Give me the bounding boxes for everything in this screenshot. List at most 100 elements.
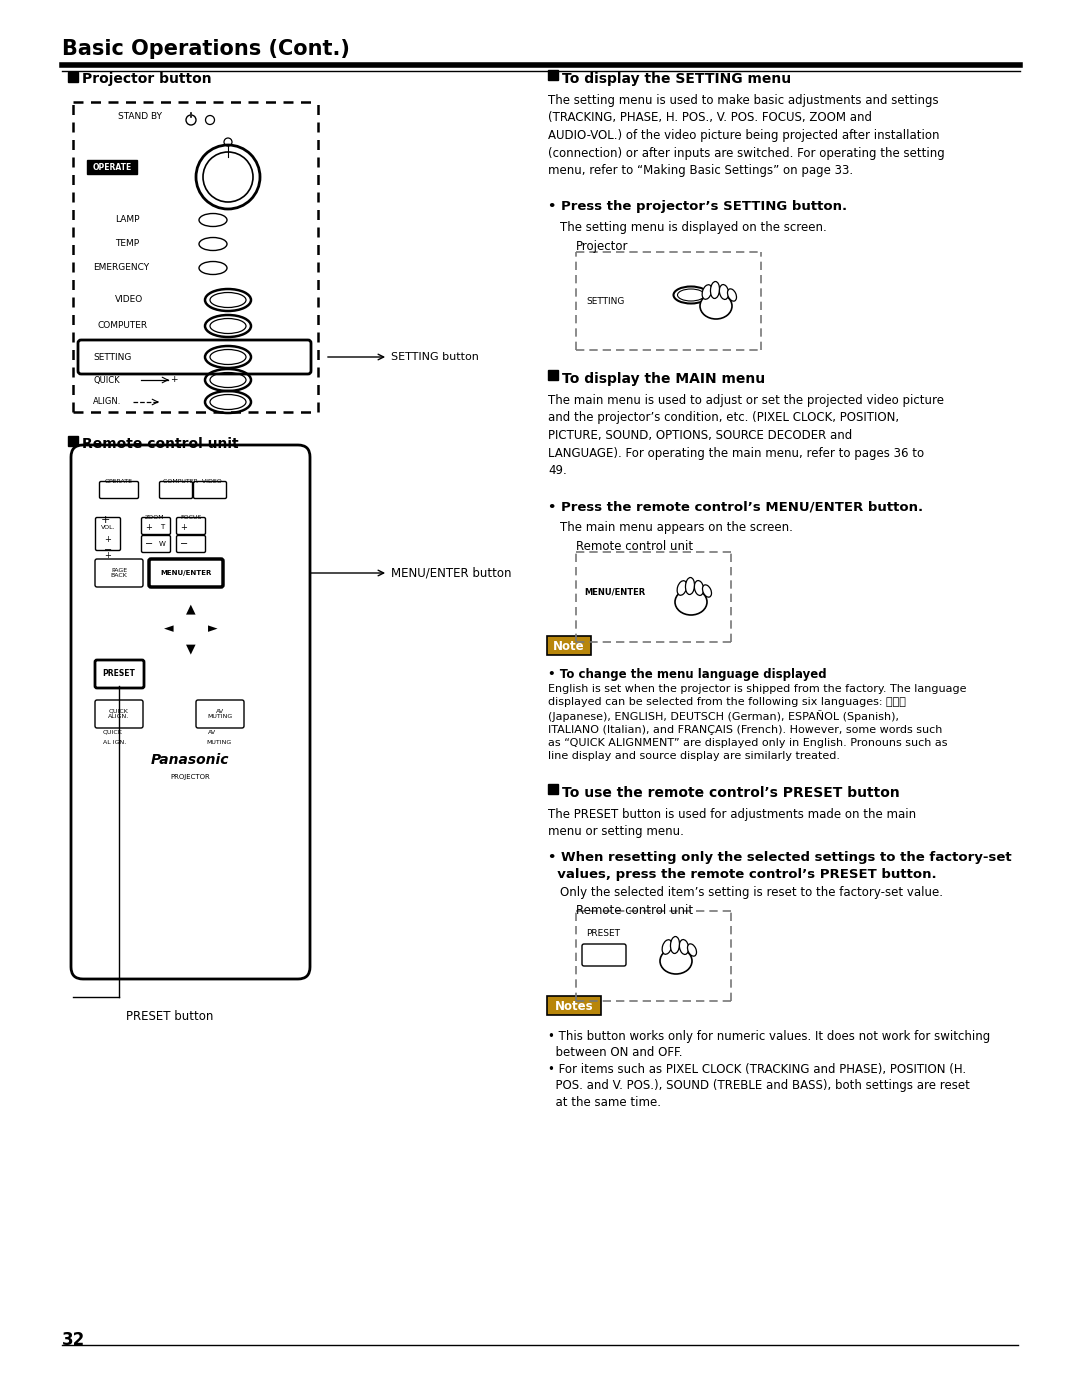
FancyBboxPatch shape <box>95 517 121 550</box>
Text: ►: ► <box>208 623 218 636</box>
Bar <box>87 161 137 175</box>
FancyBboxPatch shape <box>78 339 311 374</box>
Text: +: + <box>146 522 152 531</box>
Text: SETTING: SETTING <box>93 352 132 362</box>
FancyBboxPatch shape <box>95 559 143 587</box>
Text: The PRESET button is used for adjustments made on the main
menu or setting menu.: The PRESET button is used for adjustment… <box>548 807 916 838</box>
Text: QUICK: QUICK <box>103 731 123 735</box>
Text: FOCUS: FOCUS <box>180 515 201 520</box>
Text: Panasonic: Panasonic <box>151 753 229 767</box>
Bar <box>548 784 558 793</box>
Text: MENU/ENTER button: MENU/ENTER button <box>391 567 512 580</box>
Ellipse shape <box>719 285 729 299</box>
FancyBboxPatch shape <box>95 700 143 728</box>
Text: The setting menu is displayed on the screen.: The setting menu is displayed on the scr… <box>561 221 827 235</box>
FancyBboxPatch shape <box>160 482 192 499</box>
Text: Projector: Projector <box>576 240 629 253</box>
Text: QUICK
ALIGN.: QUICK ALIGN. <box>108 708 130 719</box>
Text: PROJECTOR: PROJECTOR <box>171 774 210 780</box>
FancyBboxPatch shape <box>99 482 138 499</box>
Text: PRESET button: PRESET button <box>126 1010 214 1023</box>
FancyBboxPatch shape <box>95 659 144 687</box>
Text: Remote control unit: Remote control unit <box>82 437 239 451</box>
Text: Note: Note <box>553 640 584 652</box>
FancyBboxPatch shape <box>193 482 227 499</box>
Text: AV: AV <box>208 731 216 735</box>
Text: COMPUTER: COMPUTER <box>98 321 148 331</box>
Bar <box>68 436 78 446</box>
Text: AL IGN.: AL IGN. <box>103 740 126 745</box>
Text: • Press the projector’s SETTING button.: • Press the projector’s SETTING button. <box>548 200 847 212</box>
Text: The main menu appears on the screen.: The main menu appears on the screen. <box>561 521 793 534</box>
FancyBboxPatch shape <box>546 636 591 655</box>
Text: MUTING: MUTING <box>206 740 231 745</box>
Text: Basic Operations (Cont.): Basic Operations (Cont.) <box>62 39 350 59</box>
Text: +: + <box>105 550 111 560</box>
Text: T: T <box>160 524 164 529</box>
Text: SETTING button: SETTING button <box>391 352 478 362</box>
Text: To display the MAIN menu: To display the MAIN menu <box>562 372 765 386</box>
Text: VIDEO: VIDEO <box>114 296 144 305</box>
Ellipse shape <box>711 282 719 299</box>
Ellipse shape <box>660 949 692 974</box>
Text: • When resetting only the selected settings to the factory-set: • When resetting only the selected setti… <box>548 851 1012 863</box>
FancyBboxPatch shape <box>176 535 205 552</box>
FancyBboxPatch shape <box>582 944 626 965</box>
Text: ▲: ▲ <box>186 602 195 616</box>
Ellipse shape <box>686 577 694 595</box>
Text: ZOOM: ZOOM <box>145 515 164 520</box>
Text: +: + <box>170 376 177 384</box>
Text: PAGE
BACK: PAGE BACK <box>110 567 127 578</box>
Bar <box>68 73 78 82</box>
Text: Remote control unit: Remote control unit <box>576 541 693 553</box>
Ellipse shape <box>694 581 703 595</box>
Text: ALIGN.: ALIGN. <box>93 398 121 407</box>
FancyBboxPatch shape <box>141 535 171 552</box>
Text: The main menu is used to adjust or set the projected video picture
and the proje: The main menu is used to adjust or set t… <box>548 394 944 476</box>
Text: COMPUTER  VIDEO: COMPUTER VIDEO <box>163 479 221 483</box>
Text: EMERGENCY: EMERGENCY <box>93 264 149 272</box>
Text: VOL.: VOL. <box>102 525 116 529</box>
Text: To use the remote control’s PRESET button: To use the remote control’s PRESET butto… <box>562 787 900 800</box>
Text: OPERATE: OPERATE <box>105 479 133 483</box>
Text: QUICK: QUICK <box>93 376 120 384</box>
Text: STAND BY: STAND BY <box>118 112 162 122</box>
Ellipse shape <box>700 293 732 319</box>
FancyBboxPatch shape <box>141 517 171 535</box>
Text: −: − <box>145 539 153 549</box>
FancyBboxPatch shape <box>149 559 222 587</box>
Text: PRESET: PRESET <box>103 669 135 679</box>
Text: English is set when the projector is shipped from the factory. The language
disp: English is set when the projector is shi… <box>548 685 967 760</box>
Text: PRESET: PRESET <box>586 929 620 937</box>
FancyBboxPatch shape <box>71 446 310 979</box>
Text: Remote control unit: Remote control unit <box>576 904 693 916</box>
Ellipse shape <box>702 285 712 299</box>
Text: Notes: Notes <box>555 999 593 1013</box>
FancyBboxPatch shape <box>176 517 205 535</box>
Text: +: + <box>105 535 111 543</box>
Ellipse shape <box>728 289 737 302</box>
Text: SETTING: SETTING <box>586 296 624 306</box>
Text: TEMP: TEMP <box>114 239 139 249</box>
Text: ▼: ▼ <box>186 643 195 655</box>
Ellipse shape <box>688 944 697 956</box>
Text: To display the SETTING menu: To display the SETTING menu <box>562 73 792 87</box>
Text: W: W <box>159 541 165 548</box>
Text: +: + <box>100 515 110 525</box>
Text: AV
MUTING: AV MUTING <box>207 708 232 719</box>
Text: LAMP: LAMP <box>114 215 139 225</box>
FancyBboxPatch shape <box>195 700 244 728</box>
Text: OPERATE: OPERATE <box>93 162 132 172</box>
Text: −: − <box>104 545 112 555</box>
Text: Only the selected item’s setting is reset to the factory-set value.: Only the selected item’s setting is rese… <box>561 886 943 900</box>
Text: +: + <box>180 522 188 531</box>
Text: The setting menu is used to make basic adjustments and settings
(TRACKING, PHASE: The setting menu is used to make basic a… <box>548 94 945 177</box>
Text: Projector button: Projector button <box>82 73 212 87</box>
Text: ◄: ◄ <box>164 623 174 636</box>
Text: • Press the remote control’s MENU/ENTER button.: • Press the remote control’s MENU/ENTER … <box>548 500 923 513</box>
Ellipse shape <box>675 590 707 615</box>
Text: MENU/ENTER: MENU/ENTER <box>160 570 212 576</box>
Text: MENU/ENTER: MENU/ENTER <box>584 588 645 597</box>
Text: values, press the remote control’s PRESET button.: values, press the remote control’s PRESE… <box>548 868 936 882</box>
Bar <box>548 70 558 80</box>
